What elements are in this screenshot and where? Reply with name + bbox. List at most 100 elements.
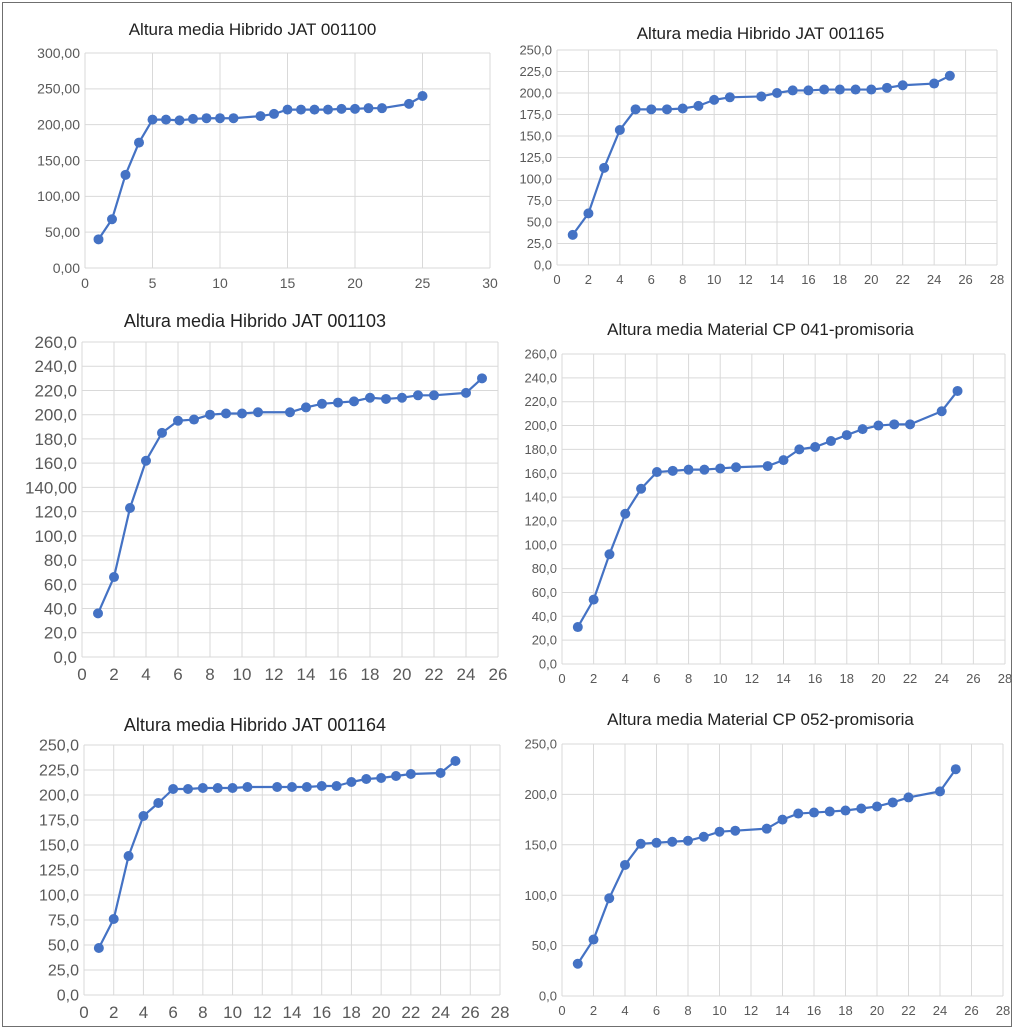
data-point <box>761 823 772 834</box>
y-tick-label: 150,0 <box>524 837 557 852</box>
data-point <box>429 390 439 401</box>
x-tick-label: 4 <box>622 671 629 686</box>
y-tick-label: 20,0 <box>44 624 77 643</box>
x-tick-label: 20 <box>870 1003 884 1018</box>
data-point <box>168 784 179 794</box>
y-tick-label: 225,0 <box>519 64 552 79</box>
series-line <box>576 390 959 628</box>
y-tick-label: 0,0 <box>539 657 557 672</box>
data-point <box>237 408 247 419</box>
x-tick-label: 26 <box>461 1003 480 1022</box>
y-tick-label: 50,00 <box>45 224 80 240</box>
x-tick-label: 0 <box>558 671 565 686</box>
x-tick-label: 20 <box>372 1003 391 1022</box>
data-point <box>762 461 773 472</box>
y-tick-label: 150,0 <box>39 838 79 855</box>
data-point <box>173 415 183 426</box>
y-tick-label: 60,0 <box>532 585 557 600</box>
data-point <box>201 113 212 124</box>
data-point <box>677 103 688 114</box>
y-tick-label: 200,0 <box>524 418 557 433</box>
data-point <box>730 825 741 836</box>
data-point <box>123 851 134 861</box>
data-point <box>212 783 223 793</box>
x-tick-label: 12 <box>738 272 752 287</box>
x-tick-label: 26 <box>489 665 508 684</box>
data-point <box>405 769 416 779</box>
y-tick-label: 250,00 <box>37 81 80 97</box>
y-tick-label: 0,0 <box>539 989 557 1004</box>
data-point <box>731 462 742 473</box>
data-point <box>588 594 599 605</box>
x-tick-label: 14 <box>283 1003 302 1022</box>
data-point <box>857 424 868 435</box>
x-tick-label: 10 <box>707 272 721 287</box>
data-point <box>724 92 735 103</box>
x-tick-label: 0 <box>81 275 89 291</box>
y-tick-label: 120,0 <box>524 513 557 528</box>
x-tick-label: 22 <box>901 1003 915 1018</box>
series-line <box>576 768 957 965</box>
y-tick-label: 300,00 <box>37 45 80 61</box>
x-tick-label: 8 <box>205 665 214 684</box>
data-point <box>667 465 678 476</box>
chart-panel-cp-052: Altura media Material CP 052-promisoria … <box>505 700 1016 1030</box>
data-point <box>477 373 487 384</box>
chart-title: Altura media Material CP 052-promisoria <box>607 710 914 729</box>
data-point <box>161 114 171 125</box>
data-point <box>667 836 678 847</box>
y-tick-label: 75,0 <box>527 193 552 208</box>
data-point <box>950 764 961 775</box>
data-point <box>777 814 788 825</box>
data-point <box>350 103 360 114</box>
x-tick-label: 30 <box>482 275 498 291</box>
data-point <box>317 398 327 409</box>
x-tick-label: 18 <box>342 1003 361 1022</box>
data-point <box>756 91 767 102</box>
x-tick-label: 2 <box>109 1003 118 1022</box>
chart-panel-cp-041: Altura media Material CP 041-promisoria … <box>505 305 1016 697</box>
x-tick-label: 6 <box>168 1003 177 1022</box>
y-tick-label: 80,0 <box>44 551 77 570</box>
data-point <box>903 792 914 803</box>
data-point <box>309 104 320 115</box>
data-point <box>620 508 631 519</box>
y-tick-label: 40,0 <box>532 609 557 624</box>
x-tick-label: 10 <box>712 1003 726 1018</box>
y-tick-label: 160,0 <box>524 466 557 481</box>
x-tick-label: 4 <box>141 665 150 684</box>
x-tick-label: 0 <box>79 1003 88 1022</box>
data-point <box>772 88 782 98</box>
data-point <box>93 608 103 619</box>
data-point <box>331 781 342 791</box>
y-tick-label: 240,0 <box>524 370 557 385</box>
x-tick-label: 8 <box>679 272 686 287</box>
x-tick-label: 20 <box>393 665 412 684</box>
data-point <box>93 943 104 953</box>
y-tick-label: 250,0 <box>39 738 79 755</box>
y-tick-label: 250,0 <box>524 737 557 752</box>
data-point <box>376 773 387 783</box>
chart-plot: 0 2 4 6 8 10 12 14 16 18 20 22 24 260,020,040,060,080… <box>25 333 508 684</box>
y-tick-label: 0,00 <box>53 260 80 276</box>
data-point <box>709 94 720 105</box>
x-tick-label: 6 <box>653 671 660 686</box>
chart-plot: 0 2 4 6 8 10 12 14 16 18 20 22 24 26 280,025,050,075,0… <box>519 43 1004 287</box>
x-tick-label: 25 <box>415 275 431 291</box>
x-tick-label: 26 <box>958 272 972 287</box>
y-tick-label: 200,0 <box>39 788 79 805</box>
x-tick-label: 16 <box>807 1003 821 1018</box>
x-tick-label: 26 <box>966 671 980 686</box>
data-point <box>93 234 104 245</box>
data-point <box>138 811 149 821</box>
x-tick-label: 22 <box>903 671 917 686</box>
data-point <box>183 784 193 794</box>
x-tick-label: 8 <box>685 671 692 686</box>
x-tick-label: 24 <box>934 671 948 686</box>
data-point <box>635 838 646 849</box>
x-tick-label: 24 <box>933 1003 947 1018</box>
data-point <box>882 82 892 93</box>
x-tick-label: 10 <box>713 671 727 686</box>
data-point <box>365 392 375 403</box>
y-tick-label: 150,0 <box>519 129 552 144</box>
